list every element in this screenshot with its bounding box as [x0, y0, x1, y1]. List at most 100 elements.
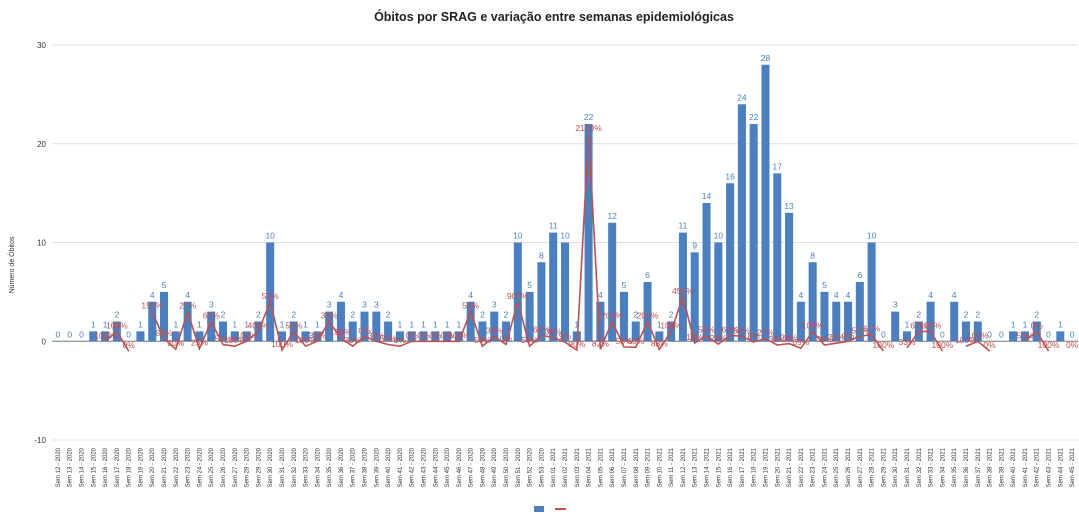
x-tick-label: Sem 30 - 2021	[893, 447, 899, 487]
x-tick-label: Sem 12 - 2020	[56, 447, 62, 487]
bar-value-label: 4	[928, 290, 933, 300]
variation-label: 0%	[358, 325, 371, 335]
bar	[655, 331, 664, 342]
bar	[643, 282, 652, 342]
bar-value-label: 3	[209, 300, 214, 310]
bar-value-label: 4	[846, 290, 851, 300]
bar-value-label: 4	[598, 290, 603, 300]
x-tick-label: Sem 29 - 2021	[881, 447, 887, 487]
bar-value-label: 1	[1023, 319, 1028, 329]
bar	[478, 321, 487, 342]
x-tick-label: Sem 18 - 2021	[752, 447, 758, 487]
x-tick-label: Sem 32 - 2020	[292, 447, 298, 487]
bar	[466, 301, 475, 342]
y-tick-label: 0	[42, 337, 47, 346]
bar-value-label: 28	[761, 53, 771, 63]
variation-line	[1024, 330, 1050, 352]
bar	[926, 301, 935, 342]
bar	[513, 242, 522, 342]
bar-value-label: 1	[445, 319, 450, 329]
bar	[1020, 331, 1029, 342]
variation-label: 39%	[769, 334, 786, 344]
bar-value-label: 1	[315, 319, 320, 329]
x-tick-label: Sem 29 - 2020	[256, 447, 262, 487]
bar-value-label: 1	[409, 319, 414, 329]
bar	[160, 291, 169, 342]
bar-value-label: 3	[893, 300, 898, 310]
bar	[301, 331, 310, 342]
bar-value-label: 3	[362, 300, 367, 310]
variation-label: 67%	[203, 311, 220, 321]
bar	[431, 331, 440, 342]
x-tick-label: Sem 30 - 2020	[268, 447, 274, 487]
bar-value-label: 1	[280, 319, 285, 329]
bar	[973, 321, 982, 342]
x-tick-label: Sem 26 - 2020	[221, 447, 227, 487]
variation-label: 50%	[733, 325, 750, 335]
x-tick-label: Sem 25 - 2020	[209, 447, 215, 487]
bar-value-label: 5	[527, 280, 532, 290]
variation-label: 80%	[156, 328, 173, 338]
variation-label: 67%	[910, 320, 927, 330]
x-tick-label: Sem 42 - 2020	[410, 447, 416, 487]
bar-value-label: 0	[999, 329, 1004, 339]
bar	[242, 331, 251, 342]
x-tick-label: Sem 51 - 2020	[516, 447, 522, 487]
bar	[678, 232, 687, 342]
variation-label: 60%	[533, 324, 550, 334]
bar-value-label: 2	[221, 310, 226, 320]
variation-label: 50%	[380, 334, 397, 344]
bar	[749, 124, 758, 342]
variation-label: 100%	[271, 339, 293, 349]
x-tick-label: Sem 27 - 2021	[858, 447, 864, 487]
bar-value-label: 2	[964, 310, 969, 320]
bar-value-label: 2	[975, 310, 980, 320]
bar-value-label: 2	[633, 310, 638, 320]
bar-value-label: 0	[1046, 329, 1051, 339]
bar-value-label: 12	[607, 211, 617, 221]
bar	[89, 331, 98, 342]
bar	[961, 321, 970, 342]
x-tick-label: Sem 45 - 2020	[445, 447, 451, 487]
bar	[1056, 331, 1065, 342]
bar	[867, 242, 876, 342]
variation-label: 24%	[781, 333, 798, 343]
variation-label: 200%	[637, 311, 659, 321]
x-tick-label: Sem 15 - 2020	[91, 447, 97, 487]
x-tick-label: Sem 48 - 2020	[480, 447, 486, 487]
bar	[1009, 331, 1018, 342]
bar-value-label: 0	[987, 329, 992, 339]
x-tick-label: Sem 05 - 2021	[598, 447, 604, 487]
bar-value-label: 1	[138, 319, 143, 329]
bar-value-label: 0	[1070, 329, 1075, 339]
variation-label: 50%	[1016, 330, 1033, 340]
bar-value-label: 4	[834, 290, 839, 300]
bar-value-label: 4	[798, 290, 803, 300]
x-tick-label: Sem 22 - 2021	[799, 447, 805, 487]
bar-value-label: 1	[91, 319, 96, 329]
bar-value-label: 1	[421, 319, 426, 329]
bar	[832, 301, 841, 342]
line-layer	[104, 133, 1050, 353]
bar-value-label: 22	[584, 112, 594, 122]
variation-label: 0%	[406, 330, 419, 340]
x-axis: Sem 12 - 2020 Sem 13 - 2020 Sem 14 - 2020 S…	[56, 447, 1076, 487]
variation-label: 20%	[167, 338, 184, 348]
variation-label: 100%	[873, 340, 895, 350]
variation-label: 2100%	[575, 123, 602, 133]
bar-value-label: 2	[114, 310, 119, 320]
bar-value-label: 2	[669, 310, 674, 320]
x-tick-label: Sem 39 - 2021	[999, 447, 1005, 487]
bar	[950, 301, 959, 342]
x-tick-label: Sem 34 - 2020	[315, 447, 321, 487]
bar-value-label: 6	[645, 270, 650, 280]
bar-value-label: 4	[339, 290, 344, 300]
variation-label: 67%	[863, 324, 880, 334]
bar	[796, 301, 805, 342]
variation-label: 100%	[802, 320, 824, 330]
bar-value-label: 17	[773, 161, 783, 171]
bar-value-label: 10	[560, 231, 570, 241]
variation-label: 27%	[757, 328, 774, 338]
bar	[136, 331, 145, 342]
